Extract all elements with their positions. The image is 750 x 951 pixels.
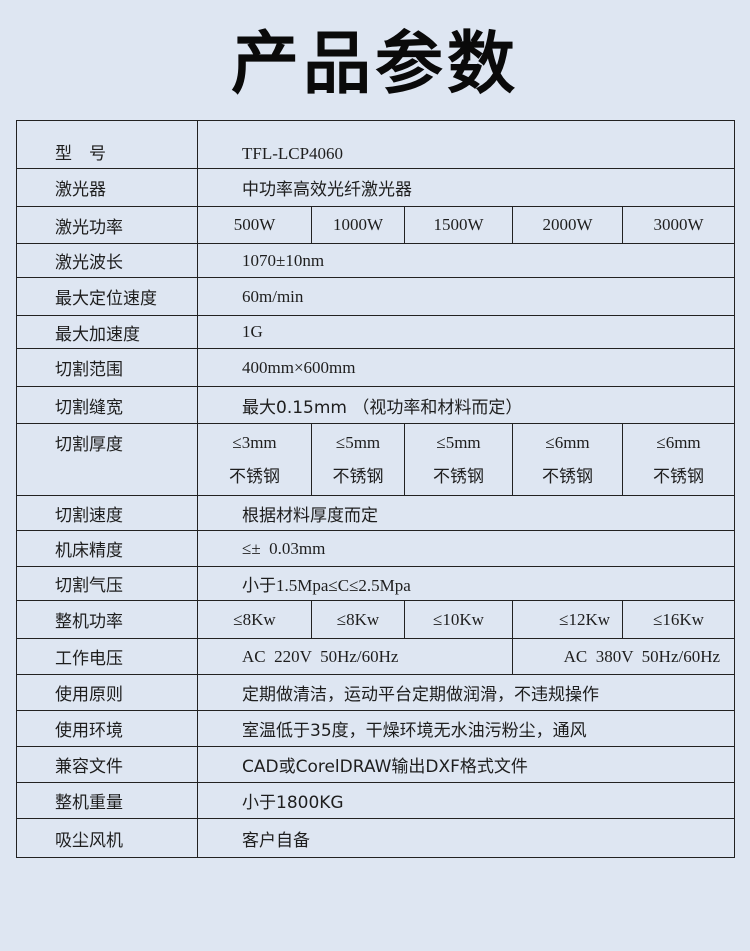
material-label: 不锈钢 <box>542 466 593 487</box>
row-value: 1070±10nm <box>196 243 736 278</box>
row-value: 客户自备 <box>196 818 736 858</box>
voltage-220: AC 220V 50Hz/60Hz <box>197 638 513 675</box>
row-value: 室温低于35度，干燥环境无水油污粉尘，通风 <box>196 710 736 747</box>
material-label: 不锈钢 <box>653 466 705 487</box>
table-row: 整机重量 小于1800KG <box>16 782 736 819</box>
spec-table: 型 号 TFL-LCP4060 激光器 中功率高效光纤激光器 激光功率 500W… <box>16 120 736 858</box>
row-label: 机床精度 <box>16 530 198 567</box>
material-label: 不锈钢 <box>433 466 484 487</box>
row-label: 激光功率 <box>16 206 198 244</box>
page-title: 产品参数 <box>230 25 519 104</box>
row-value: 定期做清洁，运动平台定期做润滑，不违规操作 <box>196 674 736 711</box>
table-row: 切割缝宽 最大0.15mm （视功率和材料而定） <box>16 386 736 424</box>
row-label: 最大加速度 <box>16 315 198 349</box>
row-label: 激光波长 <box>16 243 198 278</box>
material-label: 不锈钢 <box>332 466 384 487</box>
thickness-value: ≤5mm <box>335 432 381 452</box>
table-row: 吸尘风机 客户自备 <box>16 818 736 858</box>
row-value: 小于1800KG <box>196 782 736 819</box>
thickness-cell: ≤3mm 不锈钢 <box>197 423 312 496</box>
thickness-value: ≤6mm <box>656 432 701 452</box>
thickness-value: ≤3mm <box>232 432 277 452</box>
table-row: 激光功率 500W 1000W 1500W 2000W 3000W <box>16 206 736 244</box>
machine-power-cell: ≤16Kw <box>621 600 736 639</box>
voltage-380: AC 380V 50Hz/60Hz <box>511 638 736 675</box>
row-value: 小于1.5Mpa≤C≤2.5Mpa <box>196 566 736 601</box>
row-value: ≤± 0.03mm <box>196 530 736 567</box>
machine-power-cell: ≤10Kw <box>404 600 513 639</box>
table-row: 切割厚度 ≤3mm 不锈钢 ≤5mm 不锈钢 ≤5mm 不锈钢 ≤6mm 不锈钢 ≤6m… <box>16 423 736 496</box>
row-value: 中功率高效光纤激光器 <box>196 168 736 207</box>
machine-power-cell: ≤8Kw <box>311 600 405 639</box>
table-row: 整机功率 ≤8Kw ≤8Kw ≤10Kw ≤12Kw ≤16Kw <box>16 600 736 639</box>
power-cell: 3000W <box>621 206 736 244</box>
row-label: 整机重量 <box>16 782 198 819</box>
row-value: 60m/min <box>196 277 736 316</box>
row-label: 型 号 <box>16 120 198 169</box>
row-label: 使用环境 <box>16 710 198 747</box>
power-cell: 2000W <box>512 206 623 244</box>
table-row: 工作电压 AC 220V 50Hz/60Hz AC 380V 50Hz/60Hz <box>16 638 736 675</box>
row-value: TFL-LCP4060 <box>196 120 736 169</box>
row-label: 切割厚度 <box>16 423 198 496</box>
thickness-cell: ≤5mm 不锈钢 <box>404 423 513 496</box>
table-row: 使用环境 室温低于35度，干燥环境无水油污粉尘，通风 <box>16 710 736 747</box>
row-label: 整机功率 <box>16 600 198 639</box>
row-label: 切割气压 <box>16 566 198 601</box>
row-label: 切割速度 <box>16 495 198 531</box>
table-row: 最大加速度 1G <box>16 315 736 349</box>
row-value: 最大0.15mm （视功率和材料而定） <box>196 386 736 424</box>
material-label: 不锈钢 <box>229 466 280 487</box>
row-label: 切割范围 <box>16 348 198 387</box>
table-row: 切割气压 小于1.5Mpa≤C≤2.5Mpa <box>16 566 736 601</box>
table-row: 激光器 中功率高效光纤激光器 <box>16 168 736 207</box>
row-value: 根据材料厚度而定 <box>196 495 736 531</box>
thickness-cell: ≤6mm 不锈钢 <box>512 423 623 496</box>
table-row: 激光波长 1070±10nm <box>16 243 736 278</box>
power-cell: 1000W <box>311 206 405 244</box>
row-value: 400mm×600mm <box>196 348 736 387</box>
table-row: 型 号 TFL-LCP4060 <box>16 120 736 169</box>
power-cell: 500W <box>197 206 312 244</box>
row-label: 激光器 <box>16 168 198 207</box>
row-value: 1G <box>196 315 736 349</box>
row-label: 切割缝宽 <box>16 386 198 424</box>
table-row: 切割范围 400mm×600mm <box>16 348 736 387</box>
machine-power-cell: ≤8Kw <box>197 600 312 639</box>
table-row: 机床精度 ≤± 0.03mm <box>16 530 736 567</box>
row-label: 吸尘风机 <box>16 818 198 858</box>
row-value: CAD或CorelDRAW输出DXF格式文件 <box>196 746 736 783</box>
row-label: 使用原则 <box>16 674 198 711</box>
thickness-value: ≤5mm <box>436 432 481 452</box>
table-row: 兼容文件 CAD或CorelDRAW输出DXF格式文件 <box>16 746 736 783</box>
row-label: 最大定位速度 <box>16 277 198 316</box>
row-label: 工作电压 <box>16 638 198 675</box>
row-label: 兼容文件 <box>16 746 198 783</box>
thickness-cell: ≤5mm 不锈钢 <box>311 423 405 496</box>
power-cell: 1500W <box>404 206 513 244</box>
table-row: 最大定位速度 60m/min <box>16 277 736 316</box>
thickness-cell: ≤6mm 不锈钢 <box>621 423 736 496</box>
machine-power-cell: ≤12Kw <box>512 600 623 639</box>
thickness-value: ≤6mm <box>545 432 590 452</box>
table-row: 切割速度 根据材料厚度而定 <box>16 495 736 531</box>
table-row: 使用原则 定期做清洁，运动平台定期做润滑，不违规操作 <box>16 674 736 711</box>
